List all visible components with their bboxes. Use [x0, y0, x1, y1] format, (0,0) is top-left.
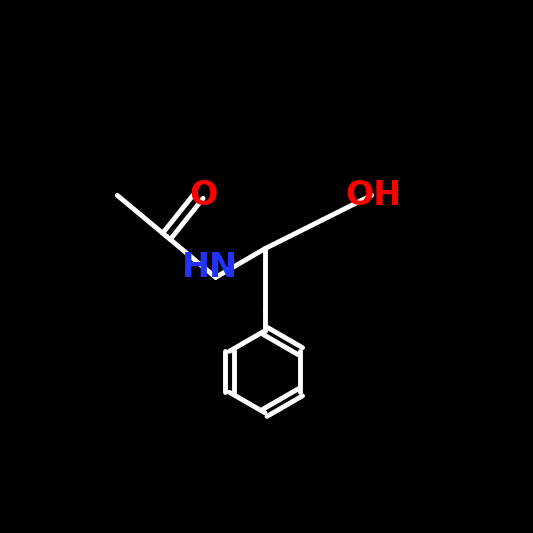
- Text: HN: HN: [181, 251, 238, 284]
- Text: OH: OH: [345, 179, 402, 212]
- Text: O: O: [189, 179, 217, 212]
